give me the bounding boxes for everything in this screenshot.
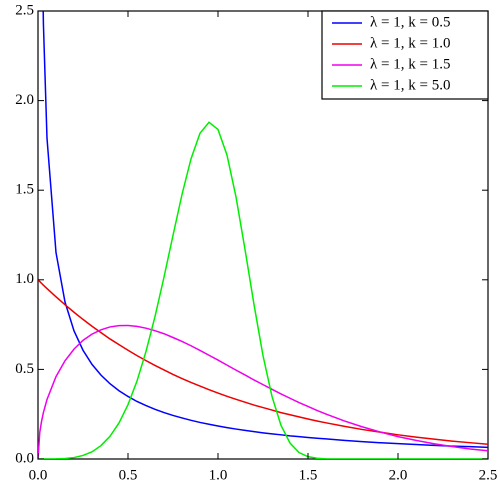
- series-line: [42, 11, 488, 449]
- y-tick-label: 1.0: [15, 271, 34, 287]
- y-tick-label: 2.0: [15, 92, 34, 108]
- x-tick-label: 0.0: [29, 467, 48, 483]
- legend-label: λ = 1, k = 5.0: [370, 77, 450, 93]
- plot-area: [38, 11, 488, 459]
- x-tick-label: 1.0: [209, 467, 228, 483]
- x-tick-label: 2.5: [479, 467, 498, 483]
- legend-box: [321, 10, 489, 100]
- plot-frame: [37, 10, 489, 460]
- legend-label: λ = 1, k = 1.5: [370, 56, 450, 72]
- legend-label: λ = 1, k = 0.5: [370, 14, 450, 30]
- y-tick-label: 2.5: [15, 2, 34, 18]
- x-tick-label: 2.0: [389, 467, 408, 483]
- series-line: [38, 324, 488, 459]
- y-tick-label: 0.0: [15, 450, 34, 466]
- series-line: [38, 279, 488, 446]
- x-tick-label: 0.5: [119, 467, 138, 483]
- x-tick-label: 1.5: [299, 467, 318, 483]
- legend-label: λ = 1, k = 1.0: [370, 35, 450, 51]
- overlay: 0.0 0.5 1.0 1.5 2.0 2.5 0.0 0.5 1.0 1.5 2.0 2.5 λ = …: [15, 2, 497, 483]
- series-line: [38, 121, 488, 459]
- y-tick-label: 1.5: [15, 182, 34, 198]
- y-tick-label: 0.5: [15, 361, 34, 377]
